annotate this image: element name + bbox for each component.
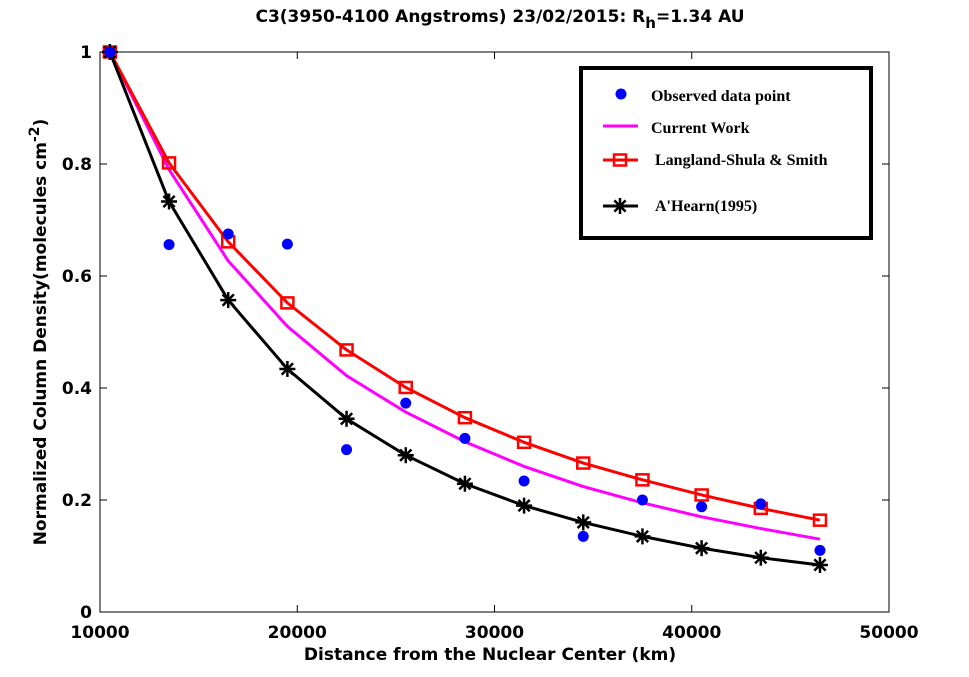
axis-ticks	[99, 51, 890, 613]
series-langland-shula-smith	[102, 45, 828, 527]
data-point-star-stroke	[517, 499, 531, 513]
legend-square-langland-shula	[612, 153, 628, 167]
data-point	[636, 494, 648, 506]
data-point-star-stroke	[813, 558, 827, 572]
data-point-star	[693, 540, 710, 557]
data-point-square	[457, 410, 473, 425]
data-point-star-stroke	[695, 541, 709, 555]
legend-marker-langland-shula	[603, 153, 638, 167]
data-point	[577, 530, 589, 542]
data-point-star	[338, 410, 355, 427]
legend-label-ahearn: A'Hearn(1995)	[655, 198, 757, 215]
y-tick-label: 1	[80, 43, 92, 63]
y-tick-label: 0.8	[62, 155, 92, 175]
data-point-star-stroke	[635, 529, 649, 543]
y-axis-label: Normalized Column Density(molecules cm-2…	[27, 119, 51, 546]
data-point-star-stroke	[754, 551, 768, 565]
y-tick-label: 0.2	[62, 491, 92, 511]
x-tick-label: 40000	[662, 623, 721, 643]
x-axis-label: Distance from the Nuclear Center (km)	[304, 645, 676, 665]
x-tick-label: 10000	[70, 623, 129, 643]
data-point	[163, 239, 175, 251]
series-layer	[101, 44, 828, 573]
series-line	[108, 51, 821, 522]
legend-label-observed: Observed data point	[651, 88, 791, 105]
data-point-star-stroke	[221, 293, 235, 307]
data-point-square	[635, 473, 650, 487]
data-point-square	[694, 488, 709, 502]
data-point-star	[516, 497, 533, 514]
data-point	[755, 498, 767, 510]
data-point-star-stroke	[280, 362, 294, 376]
data-point-star-stroke	[458, 477, 472, 491]
series-observed-data-point	[104, 46, 826, 556]
data-point-square	[339, 343, 354, 357]
data-point	[459, 432, 471, 444]
legend-star-ahearn	[612, 198, 628, 214]
data-point	[814, 544, 826, 556]
legend-box	[579, 66, 873, 240]
data-point-star	[397, 447, 414, 464]
data-point	[696, 501, 708, 513]
data-point	[222, 228, 234, 240]
x-tick-label: 20000	[268, 623, 327, 643]
legend-marker-ahearn	[603, 198, 638, 214]
data-point	[518, 475, 530, 487]
data-point	[400, 397, 412, 409]
legend-marker-observed	[615, 88, 627, 100]
data-point-star	[811, 556, 828, 573]
data-point	[104, 46, 116, 58]
legend-star-ahearn-stroke	[613, 199, 627, 213]
data-point-square	[516, 435, 532, 450]
data-point-star	[161, 193, 178, 210]
legend-label-langland-shula: Langland-Shula & Smith	[655, 152, 828, 169]
data-point-star	[279, 360, 296, 377]
y-tick-label: 0.6	[62, 267, 92, 287]
data-point-star	[752, 549, 769, 566]
x-tick-label: 30000	[465, 623, 524, 643]
data-point	[281, 238, 293, 250]
data-point-star-stroke	[162, 194, 176, 209]
data-point	[341, 444, 353, 456]
series-a-hearn-1995-	[101, 44, 828, 573]
data-point-star-stroke	[576, 515, 590, 529]
data-point-square	[280, 296, 295, 310]
data-point-square	[161, 156, 177, 170]
data-point-star	[634, 528, 651, 545]
axis-tick-labels: 10000 20000 30000 40000 50000 0 0.2 0.4 0.6 0.8 1	[62, 43, 919, 643]
data-point-square	[576, 456, 591, 470]
y-tick-label: 0	[80, 603, 92, 623]
data-point-square	[812, 513, 828, 527]
x-tick-label: 50000	[859, 623, 918, 643]
legend: Observed data point Current Work Langlan…	[579, 66, 873, 240]
data-point-star-stroke	[340, 412, 354, 426]
data-point-star	[220, 292, 237, 309]
y-tick-label: 0.4	[62, 379, 92, 399]
data-point-star	[456, 475, 473, 492]
data-point-star	[575, 514, 592, 531]
chart-title: C3(3950-4100 Angstroms) 23/02/2015: Rh=1…	[255, 7, 744, 32]
data-point-square	[398, 380, 413, 395]
data-point-star-stroke	[399, 448, 413, 462]
legend-label-current-work: Current Work	[651, 120, 750, 137]
